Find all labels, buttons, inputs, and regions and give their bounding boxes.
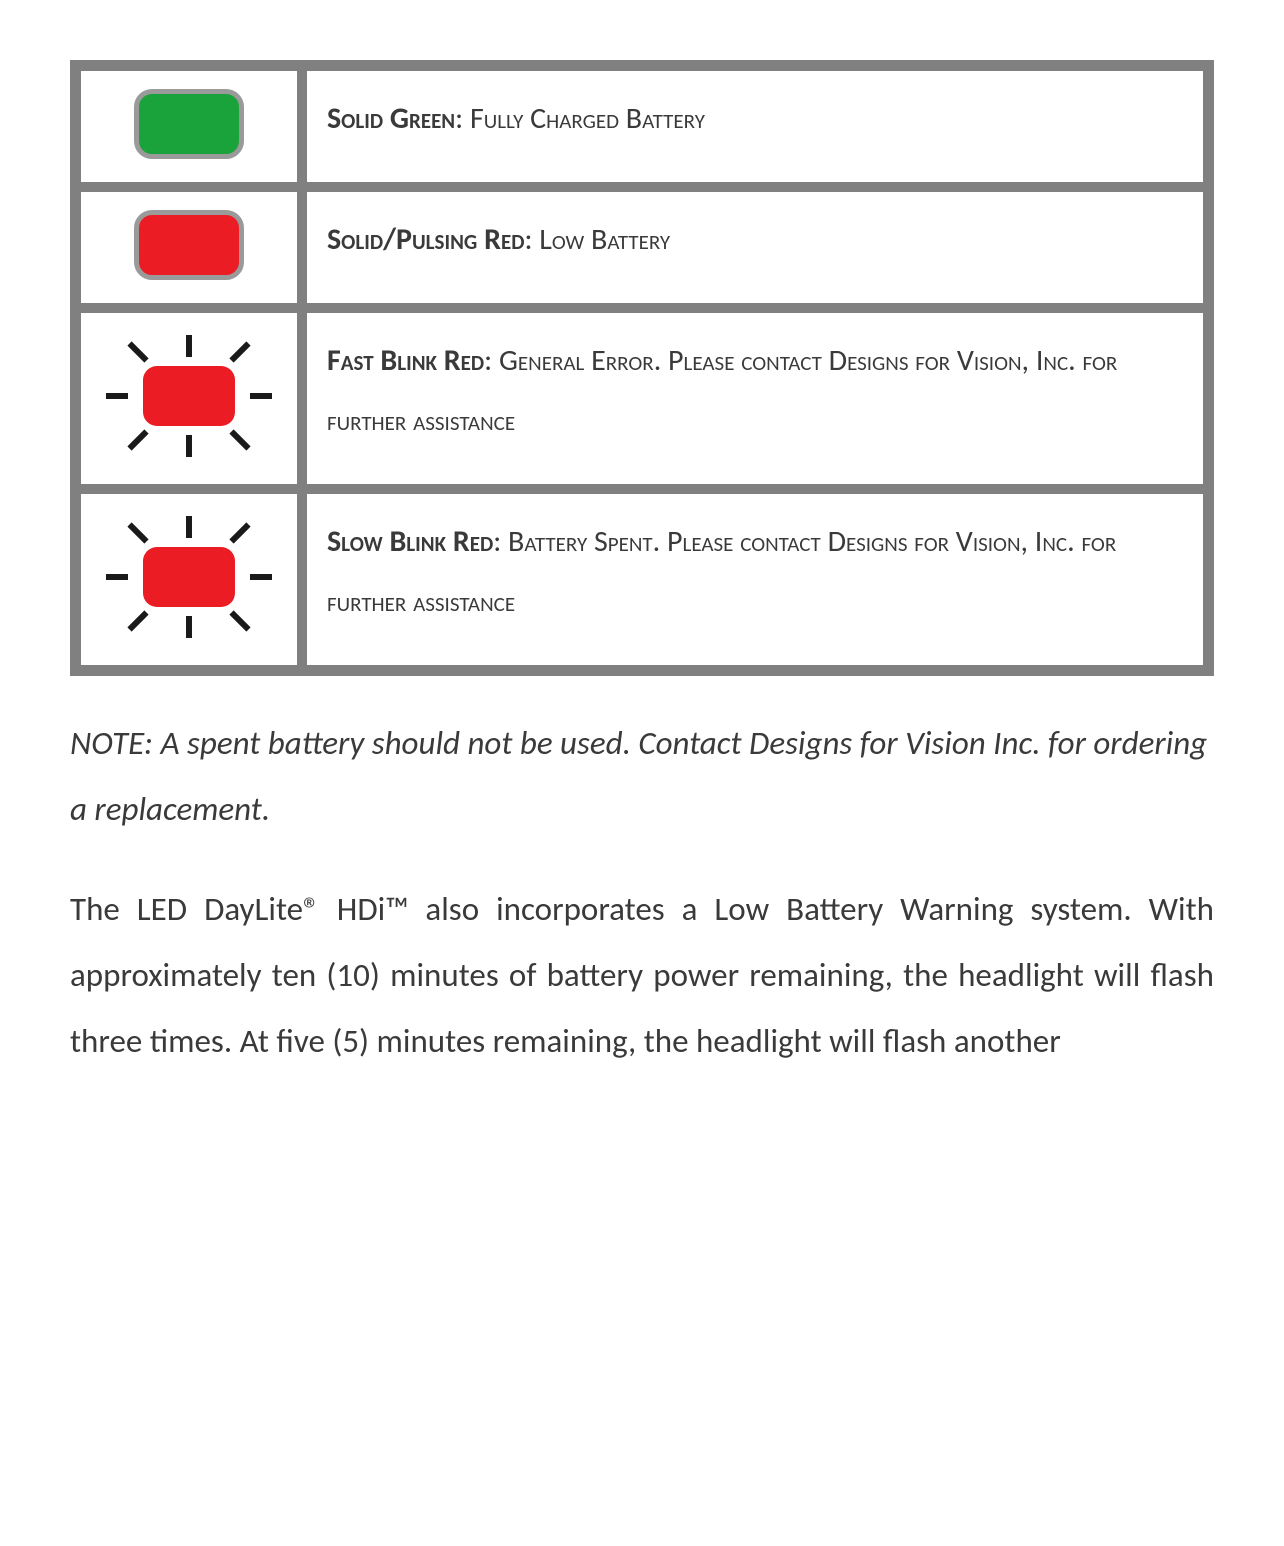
led-core-icon <box>143 366 235 426</box>
led-ray-icon <box>229 610 250 631</box>
led-core-icon <box>143 547 235 607</box>
led-ray-icon <box>127 610 148 631</box>
led-ray-icon <box>106 574 128 580</box>
led-ray-icon <box>186 435 192 457</box>
led-blink-icon <box>104 331 274 461</box>
status-label: Solid Green <box>327 100 455 137</box>
led-ray-icon <box>229 429 250 450</box>
led-icon-cell <box>79 69 299 184</box>
led-ray-icon <box>186 616 192 638</box>
led-ray-icon <box>250 574 272 580</box>
led-status-table: Solid Green: Fully Charged BatterySolid/… <box>70 60 1214 676</box>
table-row: Slow Blink Red: Battery Spent. Please co… <box>79 492 1205 667</box>
led-ray-icon <box>127 341 148 362</box>
led-solid-icon <box>134 89 244 159</box>
led-ray-icon <box>229 341 250 362</box>
led-ray-icon <box>186 335 192 357</box>
led-ray-icon <box>186 516 192 538</box>
table-row: Solid/Pulsing Red: Low Battery <box>79 190 1205 305</box>
led-ray-icon <box>229 522 250 543</box>
table-row: Fast Blink Red: General Error. Please co… <box>79 311 1205 486</box>
led-desc-cell: Fast Blink Red: General Error. Please co… <box>305 311 1205 486</box>
led-icon-cell <box>79 190 299 305</box>
table-row: Solid Green: Fully Charged Battery <box>79 69 1205 184</box>
led-desc-cell: Solid Green: Fully Charged Battery <box>305 69 1205 184</box>
led-ray-icon <box>250 393 272 399</box>
led-icon-cell <box>79 311 299 486</box>
body-paragraph: The LED DayLite® HDi™ also incorporates … <box>70 876 1214 1074</box>
led-icon-cell <box>79 492 299 667</box>
status-description: : Fully Charged Battery <box>455 100 705 137</box>
led-ray-icon <box>106 393 128 399</box>
status-label: Solid/Pulsing Red <box>327 221 524 258</box>
led-status-table-body: Solid Green: Fully Charged BatterySolid/… <box>79 69 1205 667</box>
led-blink-icon <box>104 512 274 642</box>
status-label: Slow Blink Red <box>327 523 493 560</box>
note-text: NOTE: A spent battery should not be used… <box>70 710 1214 842</box>
led-ray-icon <box>127 522 148 543</box>
document-page: Solid Green: Fully Charged BatterySolid/… <box>0 0 1284 1074</box>
status-label: Fast Blink Red <box>327 342 484 379</box>
led-desc-cell: Solid/Pulsing Red: Low Battery <box>305 190 1205 305</box>
led-ray-icon <box>127 429 148 450</box>
status-description: : Low Battery <box>524 221 670 258</box>
led-solid-icon <box>134 210 244 280</box>
led-desc-cell: Slow Blink Red: Battery Spent. Please co… <box>305 492 1205 667</box>
